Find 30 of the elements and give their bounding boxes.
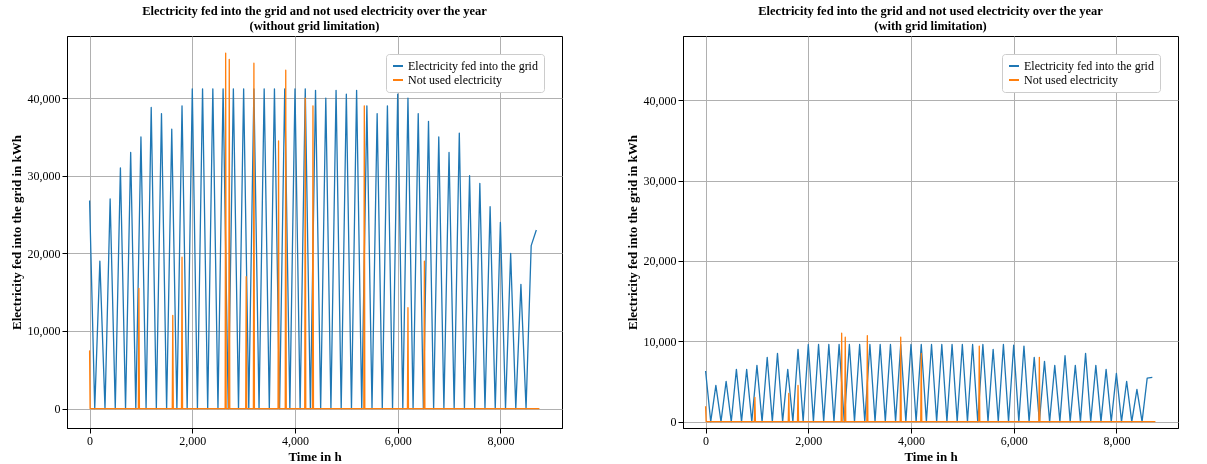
y-tick-label: 40,000: [643, 93, 677, 108]
y-tick-label: 20,000: [27, 246, 61, 261]
y-tick-label: 10,000: [643, 334, 677, 349]
y-tick-label: 40,000: [27, 91, 61, 106]
y-tick-label: 10,000: [27, 324, 61, 339]
chart-title: Electricity fed into the grid and not used electricity over the year (without grid limitation): [142, 4, 488, 33]
chart-title: Electricity fed into the grid and not used electricity over the year (with grid limitation): [758, 4, 1104, 33]
y-tick-label: 0: [54, 402, 61, 417]
y-axis-title: Electricity fed into the grid in kWh: [8, 134, 24, 330]
x-tick-label: 6,000: [1000, 433, 1028, 448]
y-tick-label: 20,000: [643, 254, 677, 269]
x-tick-label: 4,000: [897, 433, 925, 448]
x-tick-label: 4,000: [281, 433, 309, 448]
x-tick-label: 8,000: [487, 433, 515, 448]
x-tick-label: 6,000: [384, 433, 412, 448]
y-tick-label: 0: [670, 415, 677, 430]
legend-label: Electricity fed into the grid: [408, 59, 538, 73]
legend-label: Electricity fed into the grid: [1024, 59, 1154, 73]
y-tick-label: 30,000: [27, 169, 61, 184]
x-tick-label: 0: [87, 433, 94, 448]
y-tick-label: 30,000: [643, 174, 677, 189]
y-axis-title: Electricity fed into the grid in kWh: [624, 134, 640, 330]
x-tick-label: 0: [703, 433, 710, 448]
legend-label: Not used electricity: [408, 73, 502, 87]
x-axis-title: Time in h: [904, 448, 959, 464]
x-axis-title: Time in h: [288, 448, 343, 464]
x-tick-label: 8,000: [1103, 433, 1131, 448]
legend-label: Not used electricity: [1024, 73, 1118, 87]
x-tick-label: 2,000: [795, 433, 823, 448]
x-tick-label: 2,000: [179, 433, 207, 448]
